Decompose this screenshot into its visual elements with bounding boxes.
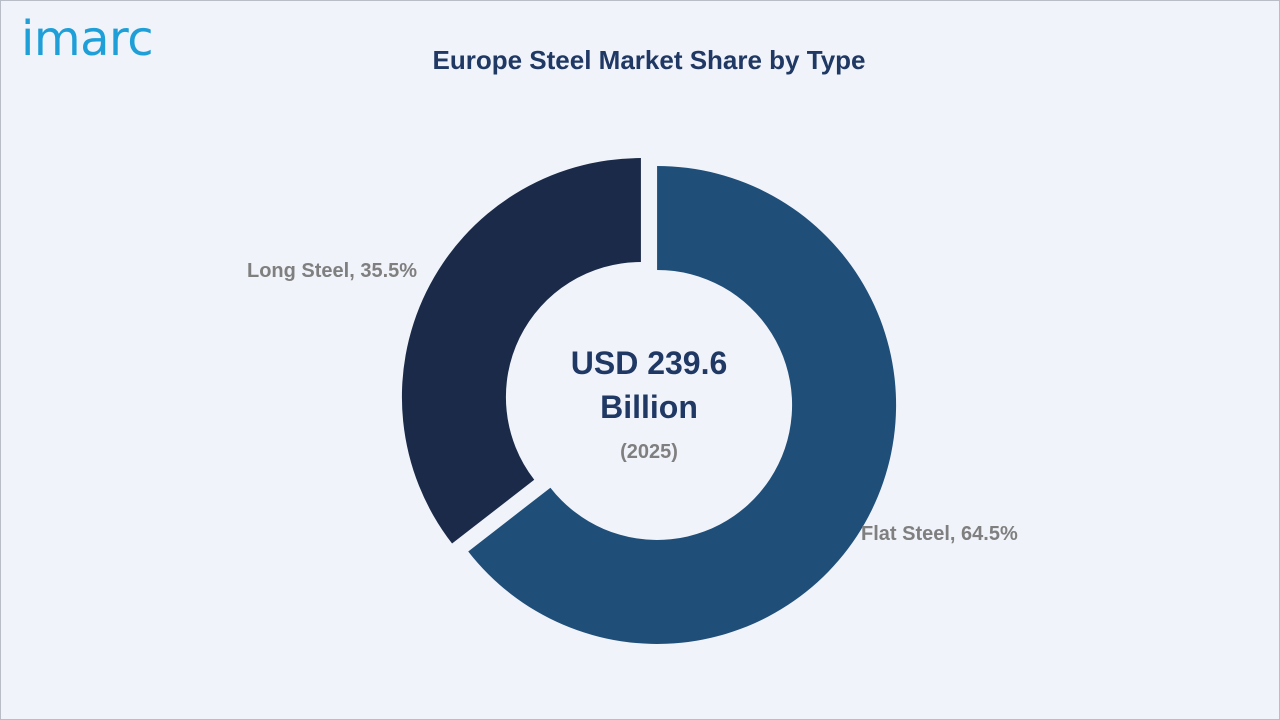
center-value-unit: Billion bbox=[600, 389, 698, 425]
center-value-amount: USD 239.6 bbox=[570, 345, 728, 381]
slice-label-long-steel: Long Steel, 35.5% bbox=[247, 260, 418, 282]
imarc-logo: imarc bbox=[21, 11, 154, 67]
chart-title: Europe Steel Market Share by Type bbox=[432, 45, 866, 75]
donut-slice-flat-steel bbox=[468, 165, 897, 644]
center-value-year: (2025) bbox=[620, 441, 678, 463]
slice-label-flat-steel: Flat Steel, 64.5% bbox=[861, 523, 1018, 545]
donut-slice-long-steel bbox=[401, 158, 641, 544]
